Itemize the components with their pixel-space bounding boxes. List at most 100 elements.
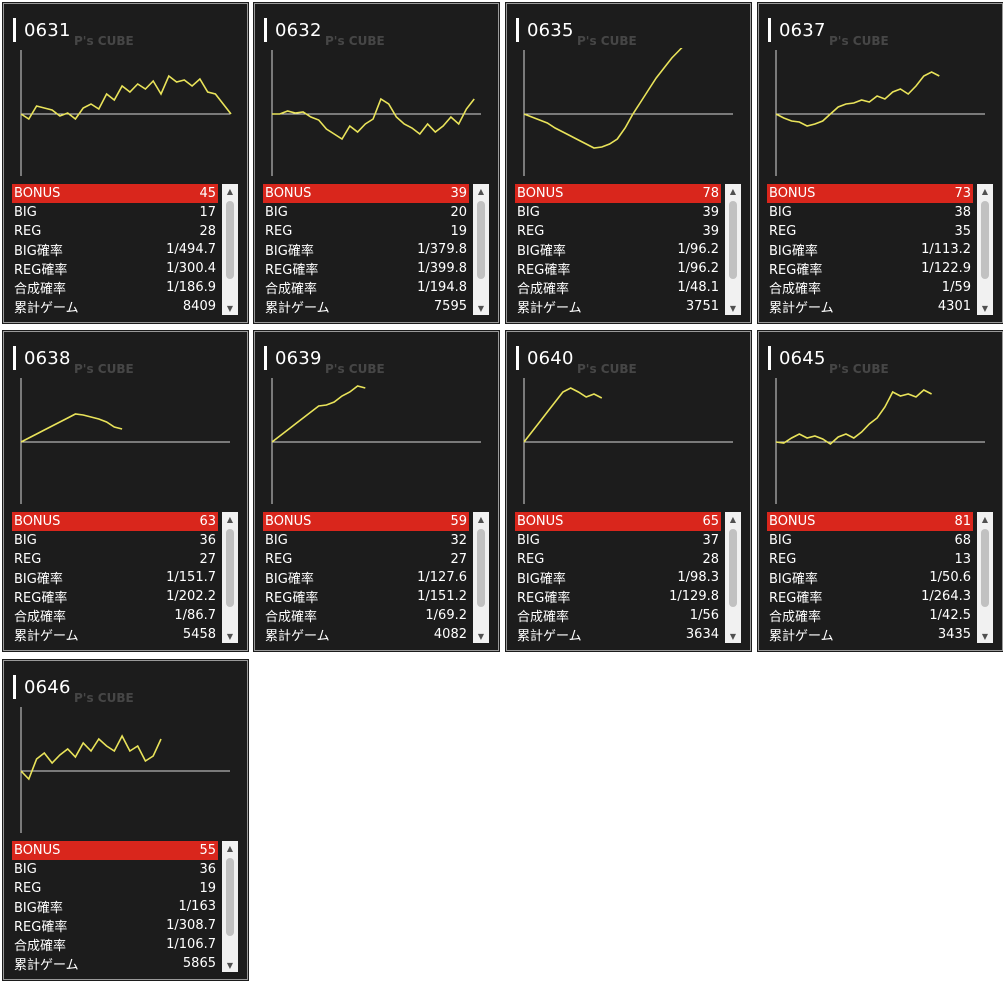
stats-table[interactable]: BONUS 45 BIG 17 REG 28 BIG確率 1/494.7 REG… [12, 184, 238, 316]
stats-table[interactable]: BONUS 73 BIG 38 REG 35 BIG確率 1/113.2 REG… [767, 184, 993, 316]
stat-value: 1/42.5 [929, 608, 971, 623]
scroll-down-arrow-icon[interactable]: ▼ [226, 303, 234, 313]
stat-label: BIG確率 [265, 244, 314, 259]
stat-value: 45 [199, 186, 216, 201]
stats-scrollbar[interactable]: ▲ ▼ [977, 184, 993, 315]
slump-line [775, 71, 940, 127]
card-title: 0632 [264, 18, 322, 42]
machine-card: 0646 P's CUBE BONUS 55 BIG 36 REG 19 BIG… [2, 659, 249, 981]
stat-row-total-rate: 合成確率 1/106.7 [12, 935, 218, 954]
slump-graph [20, 50, 232, 176]
slump-graph [775, 378, 985, 504]
stat-row-reg-rate: REG確率 1/399.8 [263, 259, 469, 278]
stat-label: 合成確率 [14, 282, 67, 297]
scroll-down-arrow-icon[interactable]: ▼ [477, 303, 485, 313]
scrollbar-thumb[interactable] [981, 201, 989, 279]
stat-value: 5458 [182, 627, 216, 642]
stat-row-total-rate: 合成確率 1/69.2 [263, 606, 469, 625]
stat-label: BIG [14, 205, 37, 220]
stat-label: BONUS [265, 514, 312, 529]
stat-label: 累計ゲーム [769, 629, 834, 644]
scroll-up-arrow-icon[interactable]: ▲ [477, 186, 485, 196]
machine-number: 0631 [24, 19, 71, 41]
scrollbar-thumb[interactable] [729, 529, 737, 607]
title-accent-bar [516, 18, 519, 42]
scroll-up-arrow-icon[interactable]: ▲ [226, 843, 234, 853]
stat-value: 35 [954, 224, 971, 239]
scroll-down-arrow-icon[interactable]: ▼ [981, 303, 989, 313]
stat-value: 28 [702, 552, 719, 567]
stat-label: REG確率 [14, 263, 68, 278]
scroll-up-arrow-icon[interactable]: ▲ [729, 514, 737, 524]
scroll-down-arrow-icon[interactable]: ▼ [477, 631, 485, 641]
stat-row-big: BIG 20 [263, 203, 469, 222]
stat-label: 合成確率 [265, 610, 318, 625]
watermark-logo: P's CUBE [74, 362, 134, 376]
scroll-down-arrow-icon[interactable]: ▼ [226, 960, 234, 970]
machine-number: 0637 [779, 19, 826, 41]
scroll-up-arrow-icon[interactable]: ▲ [477, 514, 485, 524]
scroll-up-arrow-icon[interactable]: ▲ [981, 186, 989, 196]
scroll-down-arrow-icon[interactable]: ▼ [729, 631, 737, 641]
stats-table[interactable]: BONUS 65 BIG 37 REG 28 BIG確率 1/98.3 REG確… [515, 512, 741, 644]
stats-scrollbar[interactable]: ▲ ▼ [725, 184, 741, 315]
stat-row-total-rate: 合成確率 1/59 [767, 278, 973, 297]
stat-value: 38 [954, 205, 971, 220]
stats-table[interactable]: BONUS 81 BIG 68 REG 13 BIG確率 1/50.6 REG確… [767, 512, 993, 644]
stats-table[interactable]: BONUS 78 BIG 39 REG 39 BIG確率 1/96.2 REG確… [515, 184, 741, 316]
stat-value: 13 [954, 552, 971, 567]
scrollbar-thumb[interactable] [226, 201, 234, 279]
stats-table[interactable]: BONUS 63 BIG 36 REG 27 BIG確率 1/151.7 REG… [12, 512, 238, 644]
stat-value: 1/96.2 [677, 261, 719, 276]
stat-value: 1/48.1 [677, 280, 719, 295]
stat-label: REG [517, 224, 545, 239]
scroll-up-arrow-icon[interactable]: ▲ [981, 514, 989, 524]
stat-row-games: 累計ゲーム 5458 [12, 625, 218, 644]
scrollbar-thumb[interactable] [477, 529, 485, 607]
stats-scrollbar[interactable]: ▲ ▼ [977, 512, 993, 643]
stat-label: BIG [265, 205, 288, 220]
stat-label: BIG [265, 533, 288, 548]
scroll-down-arrow-icon[interactable]: ▼ [729, 303, 737, 313]
stat-label: BONUS [769, 186, 816, 201]
scrollbar-thumb[interactable] [729, 201, 737, 279]
stat-label: REG確率 [769, 263, 823, 278]
stat-row-total-rate: 合成確率 1/48.1 [515, 278, 721, 297]
scroll-up-arrow-icon[interactable]: ▲ [226, 186, 234, 196]
watermark-logo: P's CUBE [325, 362, 385, 376]
stat-row-big-rate: BIG確率 1/127.6 [263, 568, 469, 587]
stat-value: 1/50.6 [929, 570, 971, 585]
scroll-up-arrow-icon[interactable]: ▲ [226, 514, 234, 524]
machine-card: 0637 P's CUBE BONUS 73 BIG 38 REG 35 BIG… [757, 2, 1003, 324]
stat-label: 累計ゲーム [14, 629, 79, 644]
title-accent-bar [13, 675, 16, 699]
stat-row-total-rate: 合成確率 1/86.7 [12, 606, 218, 625]
stat-value: 1/98.3 [677, 570, 719, 585]
stat-row-reg: REG 27 [12, 550, 218, 569]
stats-scrollbar[interactable]: ▲ ▼ [473, 512, 489, 643]
stats-table[interactable]: BONUS 59 BIG 32 REG 27 BIG確率 1/127.6 REG… [263, 512, 489, 644]
scroll-down-arrow-icon[interactable]: ▼ [981, 631, 989, 641]
stats-scrollbar[interactable]: ▲ ▼ [222, 512, 238, 643]
stats-scrollbar[interactable]: ▲ ▼ [222, 841, 238, 972]
stat-value: 39 [450, 186, 467, 201]
scrollbar-thumb[interactable] [477, 201, 485, 279]
stat-label: 累計ゲーム [265, 629, 330, 644]
stat-value: 1/59 [941, 280, 971, 295]
stat-value: 36 [199, 533, 216, 548]
stats-scrollbar[interactable]: ▲ ▼ [725, 512, 741, 643]
card-title: 0637 [768, 18, 826, 42]
stat-row-big-rate: BIG確率 1/113.2 [767, 240, 973, 259]
stat-label: BIG確率 [517, 572, 566, 587]
stats-table[interactable]: BONUS 39 BIG 20 REG 19 BIG確率 1/379.8 REG… [263, 184, 489, 316]
scrollbar-thumb[interactable] [981, 529, 989, 607]
scrollbar-thumb[interactable] [226, 529, 234, 607]
stats-scrollbar[interactable]: ▲ ▼ [222, 184, 238, 315]
stat-row-bonus: BONUS 73 [767, 184, 973, 203]
stats-table[interactable]: BONUS 55 BIG 36 REG 19 BIG確率 1/163 REG確率… [12, 841, 238, 973]
stats-scrollbar[interactable]: ▲ ▼ [473, 184, 489, 315]
stat-value: 73 [954, 186, 971, 201]
scroll-up-arrow-icon[interactable]: ▲ [729, 186, 737, 196]
scrollbar-thumb[interactable] [226, 858, 234, 936]
scroll-down-arrow-icon[interactable]: ▼ [226, 631, 234, 641]
